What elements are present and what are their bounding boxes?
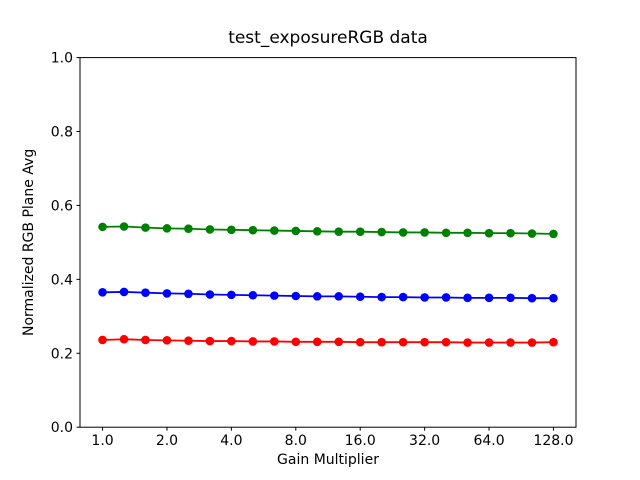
y-tick-label: 0.8 (51, 125, 73, 141)
data-point-green-plane (205, 225, 215, 234)
data-point-blue-plane (420, 293, 429, 302)
data-point-green-plane (291, 226, 301, 236)
data-point-red-plane (441, 337, 451, 347)
data-point-blue-plane (270, 291, 279, 300)
data-point-green-plane (334, 227, 344, 236)
data-point-green-plane (119, 222, 129, 231)
y-axis-label: Normalized RGB Plane Avg (21, 149, 37, 336)
data-point-blue-plane (141, 288, 150, 297)
data-point-blue-plane (355, 292, 365, 302)
data-point-green-plane (227, 225, 236, 235)
x-axis-label: Gain Multiplier (277, 452, 379, 468)
data-point-blue-plane (184, 289, 193, 299)
x-tick-label: 4.0 (220, 433, 242, 449)
data-point-green-plane (162, 224, 172, 233)
plot-area: 0.0 0.2 0.4 0.6 0.8 1.0 1.0 2.0 4.0 8.0 16.0 32.0 64… (51, 51, 577, 449)
data-point-blue-plane (484, 293, 494, 303)
data-point-blue-plane (291, 291, 301, 301)
data-point-green-plane (506, 228, 515, 238)
data-point-red-plane (506, 338, 515, 347)
data-point-red-plane (227, 336, 236, 346)
data-point-blue-plane (312, 292, 322, 301)
data-point-red-plane (377, 337, 386, 347)
x-tick-label: 2.0 (156, 433, 178, 449)
data-point-blue-plane (398, 292, 408, 302)
data-point-green-plane (549, 229, 558, 239)
chart-title: test_exposureRGB data (228, 28, 428, 48)
y-tick-label: 0.4 (51, 272, 73, 288)
data-point-red-plane (141, 335, 150, 345)
data-point-green-plane (420, 228, 429, 237)
data-point-red-plane (549, 337, 558, 347)
x-tick-label: 32.0 (409, 433, 440, 449)
y-tick-label: 0.0 (51, 420, 73, 436)
x-tick-label: 128.0 (533, 433, 573, 449)
data-point-red-plane (398, 337, 408, 347)
data-point-red-plane (334, 337, 344, 347)
data-point-blue-plane (334, 292, 344, 301)
series-line-blue-plane (102, 291, 554, 300)
data-point-blue-plane (463, 293, 472, 303)
data-point-red-plane (248, 337, 258, 346)
data-point-green-plane (441, 228, 451, 238)
data-point-red-plane (484, 338, 494, 347)
data-point-green-plane (377, 227, 386, 237)
data-point-blue-plane (527, 293, 537, 303)
data-point-red-plane (184, 336, 193, 346)
data-point-red-plane (355, 337, 365, 347)
x-tick-label: 1.0 (91, 433, 113, 449)
data-point-red-plane (527, 338, 537, 347)
data-point-green-plane (398, 228, 408, 237)
series-line-red-plane (102, 338, 554, 344)
y-tick-label: 1.0 (51, 51, 73, 67)
data-point-green-plane (527, 229, 537, 238)
data-point-red-plane (162, 336, 172, 345)
x-tick-label: 64.0 (473, 433, 504, 449)
data-point-blue-plane (248, 290, 258, 300)
data-point-blue-plane (162, 289, 172, 298)
y-tick-label: 0.6 (51, 198, 73, 214)
data-point-red-plane (98, 335, 107, 345)
data-point-green-plane (355, 227, 365, 236)
x-tick-label: 16.0 (345, 433, 376, 449)
data-point-red-plane (312, 337, 322, 347)
plot-frame (79, 57, 577, 428)
data-point-green-plane (184, 224, 193, 234)
data-point-green-plane (141, 223, 150, 232)
data-point-red-plane (463, 338, 472, 347)
data-point-red-plane (420, 337, 429, 347)
data-point-green-plane (463, 228, 472, 238)
data-point-red-plane (205, 336, 215, 346)
data-point-red-plane (119, 334, 129, 344)
y-tick-label: 0.2 (51, 346, 73, 362)
data-point-green-plane (270, 226, 279, 235)
data-point-blue-plane (506, 293, 515, 303)
data-point-green-plane (484, 228, 494, 238)
series-line-green-plane (102, 225, 554, 235)
data-point-blue-plane (205, 290, 215, 299)
data-point-red-plane (291, 337, 301, 347)
data-point-blue-plane (119, 287, 129, 297)
data-point-green-plane (98, 222, 107, 232)
data-point-blue-plane (98, 287, 107, 297)
data-point-blue-plane (227, 290, 236, 300)
data-point-blue-plane (549, 293, 558, 303)
data-point-green-plane (248, 225, 258, 235)
data-point-green-plane (312, 227, 322, 236)
x-tick-label: 8.0 (285, 433, 307, 449)
data-point-blue-plane (441, 293, 451, 302)
data-point-blue-plane (377, 292, 386, 302)
data-point-red-plane (270, 337, 279, 346)
